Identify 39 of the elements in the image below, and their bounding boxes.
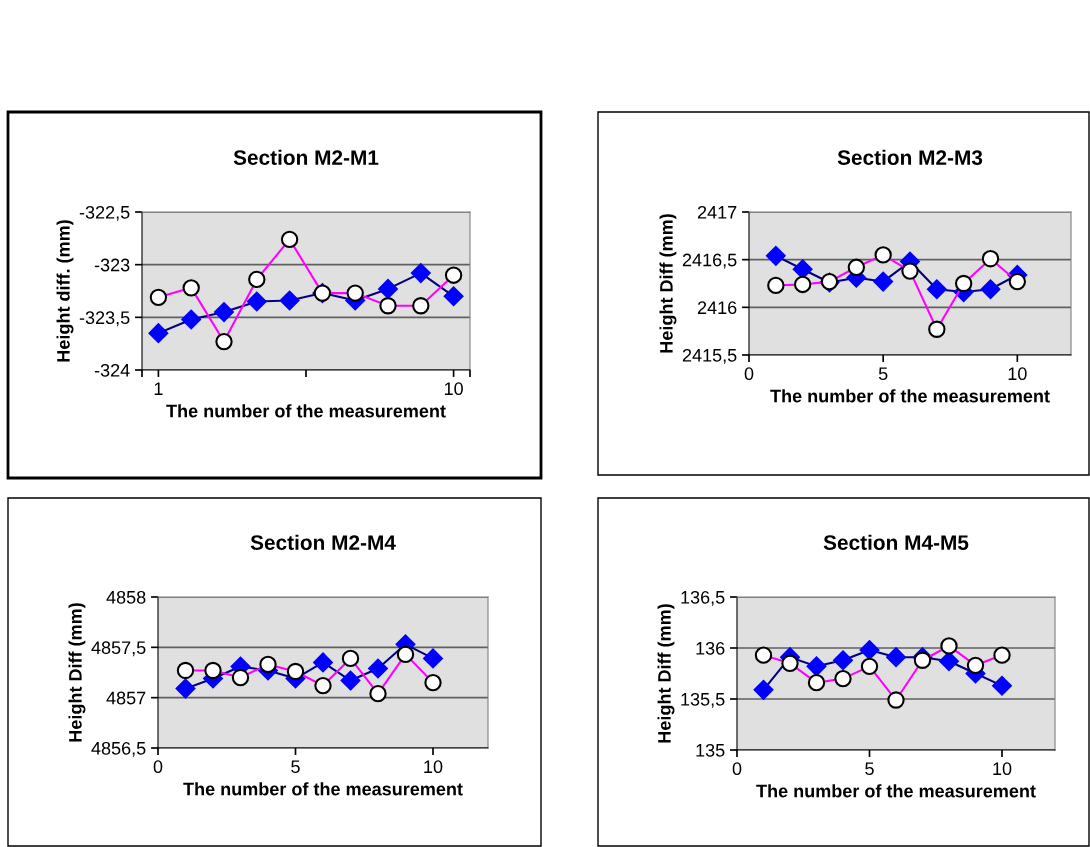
y-tick-label: 136: [696, 641, 725, 655]
y-tick-label: -323,5: [79, 311, 130, 327]
y-tick-label: 4857: [106, 691, 146, 705]
y-axis-title: Height diff. (mm): [56, 220, 74, 362]
chart-title: Section M2-M1: [233, 149, 379, 165]
y-axis-title: Height Diff (mm): [68, 603, 86, 742]
x-tick-label: 10: [444, 382, 463, 396]
y-tick-label: 136,5: [681, 590, 725, 606]
x-tick-label: 10: [1008, 367, 1027, 381]
x-axis-title: The number of the measurement: [756, 784, 1036, 798]
x-tick-label: 0: [732, 762, 742, 776]
x-tick-label: 0: [153, 760, 163, 774]
chart-title: Section M2-M3: [837, 149, 983, 166]
chart-title: Section M2-M4: [250, 534, 396, 550]
y-tick-label: 4858: [106, 590, 146, 604]
x-tick-label: 5: [291, 760, 300, 774]
x-tick-label: 10: [993, 762, 1012, 776]
x-axis-title: The number of the measurement: [770, 389, 1050, 403]
x-tick-label: 10: [424, 760, 443, 774]
y-tick-label: 2416,5: [682, 253, 737, 269]
y-tick-label: 2417: [697, 205, 737, 219]
y-tick-label: -323: [94, 258, 130, 272]
y-tick-label: 4857,5: [91, 641, 146, 657]
y-tick-label: 4856,5: [91, 741, 146, 757]
y-tick-label: -324: [94, 363, 130, 377]
y-tick-label: 135,5: [681, 692, 725, 708]
chart-title: Section M4-M5: [823, 534, 969, 550]
x-tick-label: 5: [878, 367, 888, 381]
x-tick-label: 5: [865, 762, 874, 776]
y-tick-label: -322,5: [79, 205, 130, 221]
y-tick-label: 135: [696, 743, 725, 757]
x-tick-label: 1: [154, 382, 163, 395]
y-axis-title: Height Diff (mm): [659, 214, 677, 353]
x-axis-title: The number of the measurement: [183, 782, 463, 796]
x-axis-title: The number of the measurement: [166, 404, 446, 418]
y-tick-label: 2416: [697, 301, 737, 315]
x-tick-label: 0: [744, 367, 754, 381]
y-axis-title: Height Diff (mm): [657, 604, 675, 743]
y-tick-label: 2415,5: [682, 348, 737, 364]
